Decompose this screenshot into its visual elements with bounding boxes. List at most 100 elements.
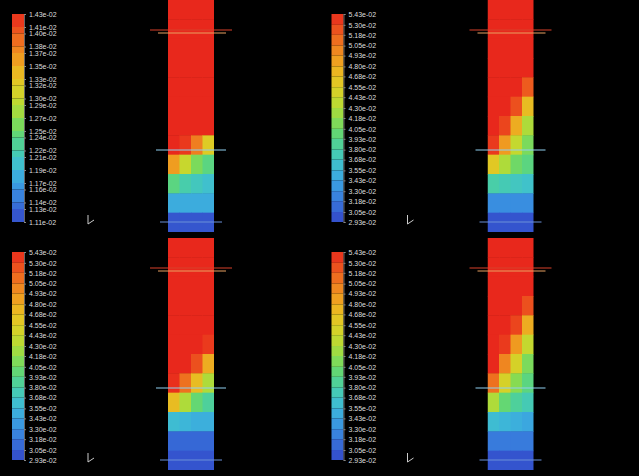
colorbar-tick: 3.30e-02 (344, 188, 377, 195)
tick-mark (344, 252, 346, 253)
colorbar-block (12, 105, 24, 118)
colorbar-block (332, 335, 344, 346)
contour-cell (522, 335, 534, 355)
contour-cell (191, 97, 203, 117)
colorbar-tick: 4.18e-02 (344, 115, 377, 122)
contour-cell (180, 431, 192, 451)
contour-cell (203, 335, 215, 355)
tick-label: 4.68e-02 (29, 311, 57, 318)
contour-cell (522, 174, 534, 194)
boundary-line (156, 387, 226, 388)
tick-mark (344, 87, 346, 88)
tick-label: 3.30e-02 (29, 426, 57, 433)
colorbar-tick: 5.30e-02 (344, 260, 377, 267)
contour-cell (168, 431, 180, 451)
contour-cell (168, 257, 180, 277)
tick-mark (344, 356, 346, 357)
contour-cell (522, 39, 534, 59)
contour-cell (522, 0, 534, 20)
colorbar-tick: 3.93e-02 (344, 136, 377, 143)
colorbar-block (12, 79, 24, 86)
contour-cell (499, 296, 511, 316)
boundary-line (150, 29, 232, 30)
background (0, 0, 639, 476)
tick-mark (344, 418, 346, 419)
tick-label: 4.43e-02 (349, 94, 377, 101)
contour-cell (522, 155, 534, 175)
contour-cell (191, 393, 203, 413)
tick-label: 3.18e-02 (29, 436, 57, 443)
contour-cell (499, 39, 511, 59)
triad-line (88, 215, 89, 224)
colorbar-block (12, 294, 24, 305)
tick-label: 4.93e-02 (349, 290, 377, 297)
contour-cell (180, 315, 192, 335)
colorbar-tick: 1.35e-02 (24, 63, 57, 70)
colorbar-block (332, 56, 344, 67)
triad-line (407, 453, 408, 462)
tick-mark (24, 79, 26, 80)
contour-cell (499, 155, 511, 175)
colorbar-block (332, 252, 344, 263)
contour-cell (499, 277, 511, 297)
contour-cell (203, 354, 215, 374)
tick-label: 3.30e-02 (349, 426, 377, 433)
tick-mark (344, 191, 346, 192)
contour-cell (511, 412, 523, 432)
tick-label: 4.93e-02 (29, 290, 57, 297)
contour-cell (522, 393, 534, 413)
tick-mark (24, 99, 26, 100)
colorbar-tick: 3.68e-02 (344, 394, 377, 401)
contour-cell (191, 116, 203, 136)
contour-cell (488, 354, 500, 374)
contour-cell (203, 193, 215, 213)
contour-cell (499, 393, 511, 413)
colorbar-block (332, 129, 344, 139)
contour-cell (168, 39, 180, 59)
colorbar-tick: 5.18e-02 (344, 32, 377, 39)
colorbar-block (332, 97, 344, 108)
tick-mark (344, 150, 346, 151)
tick-mark (344, 398, 346, 399)
contour-cell (168, 393, 180, 413)
contour-cell (180, 373, 192, 393)
contour-cell (488, 155, 500, 175)
colorbar-block (12, 34, 24, 47)
tick-mark (344, 273, 346, 274)
colorbar-block (332, 46, 344, 56)
contour-cell (488, 257, 500, 277)
colorbar-tick: 5.05e-02 (344, 42, 377, 49)
colorbar-block (12, 450, 24, 460)
contour-cell (522, 296, 534, 316)
colorbar-tick: 4.18e-02 (344, 353, 377, 360)
tick-mark (24, 118, 26, 119)
colorbar-tick: 4.80e-02 (24, 301, 57, 308)
colorbar-block (332, 356, 344, 367)
contour-cell (522, 277, 534, 297)
tick-label: 5.30e-02 (29, 260, 57, 267)
colorbar-tick: 3.80e-02 (24, 384, 57, 391)
tick-mark (24, 294, 26, 295)
contour-cell (203, 373, 215, 393)
tick-mark (344, 118, 346, 119)
tick-label: 3.18e-02 (349, 436, 377, 443)
colorbar-block (12, 14, 24, 27)
contour-cell (522, 116, 534, 136)
contour-cell (180, 58, 192, 78)
colorbar-tick: 3.18e-02 (24, 436, 57, 443)
contour-cell (499, 238, 511, 258)
contour-cell (499, 135, 511, 155)
colorbar-tick: 3.18e-02 (344, 436, 377, 443)
colorbar-block (12, 131, 24, 138)
colorbar-tick: 1.32e-02 (24, 82, 57, 89)
tick-mark (344, 450, 346, 451)
tick-label: 4.30e-02 (29, 343, 57, 350)
colorbar-tick: 5.43e-02 (344, 249, 377, 256)
colorbar-block (332, 108, 344, 118)
colorbar-tick: 4.05e-02 (344, 126, 377, 133)
contour-cell (180, 116, 192, 136)
tick-mark (24, 157, 26, 158)
tick-mark (344, 429, 346, 430)
colorbar-tick: 1.27e-02 (24, 115, 57, 122)
contour-cell (168, 412, 180, 432)
